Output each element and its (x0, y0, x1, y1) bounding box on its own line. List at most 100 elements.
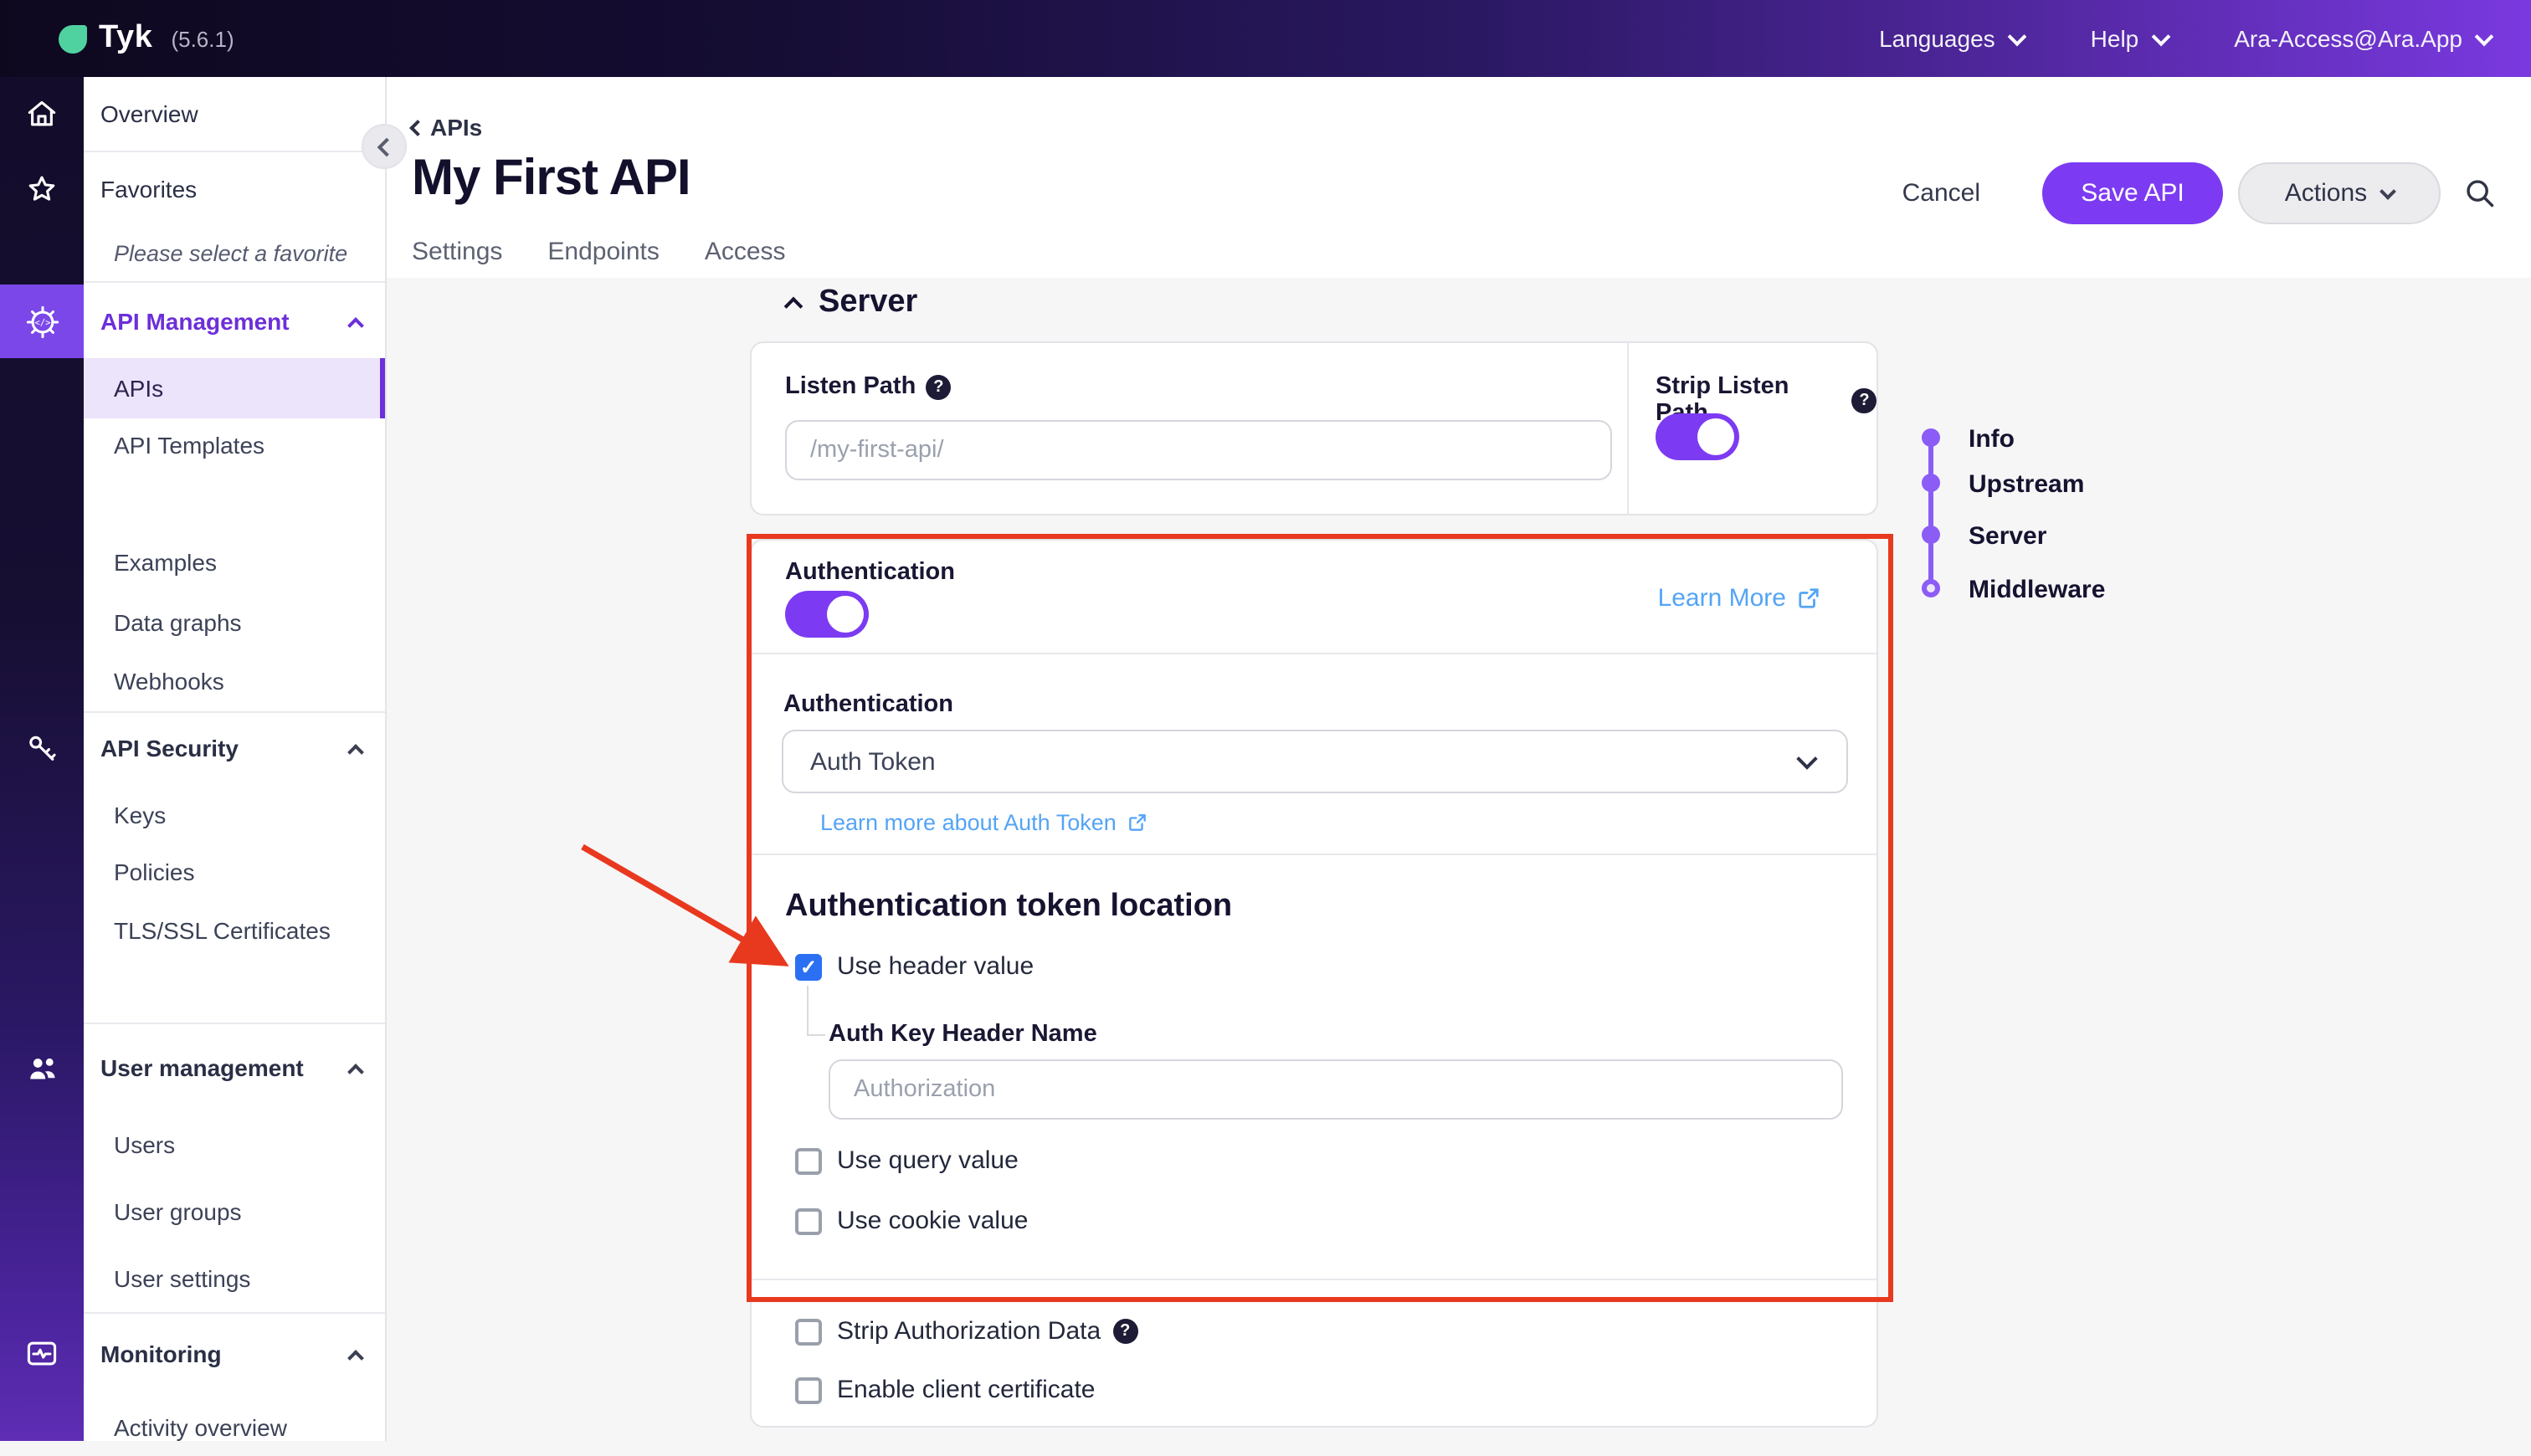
sidebar-item-keys[interactable]: Keys (84, 787, 385, 843)
section-stepper: Info Upstream Server Middleware (1922, 425, 2190, 609)
divider (84, 711, 385, 713)
brand[interactable]: Tyk (5.6.1) (0, 20, 234, 57)
sidebar-item-label: Policies (114, 859, 195, 885)
chevron-down-icon (2150, 26, 2170, 46)
authentication-toggle[interactable] (785, 591, 869, 638)
use-query-value-row[interactable]: Use query value (795, 1146, 1019, 1175)
sidebar-group-monitoring[interactable]: Monitoring (84, 1325, 385, 1382)
enable-client-certificate-checkbox[interactable] (795, 1377, 822, 1403)
languages-menu-label: Languages (1879, 25, 1995, 52)
page-header: APIs My First API Settings Endpoints Acc… (385, 77, 2531, 279)
tab-endpoints[interactable]: Endpoints (547, 238, 660, 266)
stepper-item-server[interactable]: Server (1969, 522, 2047, 551)
top-menus: Languages Help Ara-Access@Ara.App (1879, 25, 2531, 52)
actions-button[interactable]: Actions (2238, 162, 2441, 224)
api-gear-icon: </> (25, 305, 59, 338)
main-content: APIs My First API Settings Endpoints Acc… (385, 77, 2531, 1441)
sidebar-group-api-security[interactable]: API Security (84, 720, 385, 777)
auth-key-header-name-input[interactable] (829, 1059, 1843, 1120)
sidebar-group-user-management[interactable]: User management (84, 1039, 385, 1096)
sidebar-item-data-graphs[interactable]: Data graphs (84, 594, 385, 651)
strip-authorization-data-row[interactable]: Strip Authorization Data (795, 1317, 1138, 1346)
sidebar-item-examples[interactable]: Examples (84, 534, 385, 591)
help-menu[interactable]: Help (2091, 25, 2170, 52)
stepper-line (1928, 437, 1933, 592)
chevron-up-icon (347, 743, 364, 760)
sidebar-item-favorites[interactable]: Favorites (84, 161, 385, 218)
stepper-item-middleware[interactable]: Middleware (1969, 576, 2106, 604)
tab-bar: Settings Endpoints Access (412, 238, 786, 266)
rail-home-button[interactable] (0, 77, 84, 151)
authentication-card: Authentication Learn More Authentication… (750, 539, 1878, 1428)
sidebar-group-api-management[interactable]: API Management (84, 293, 385, 350)
brand-name: Tyk (99, 20, 153, 55)
section-title: Server (819, 285, 918, 320)
sidebar-item-user-settings[interactable]: User settings (84, 1250, 385, 1307)
use-query-value-checkbox[interactable] (795, 1147, 822, 1174)
chevron-down-icon (1796, 748, 1818, 770)
collapse-section-icon[interactable] (783, 296, 803, 316)
sidebar-item-users[interactable]: Users (84, 1116, 385, 1173)
stepper-dot-middleware (1922, 579, 1940, 597)
rail-api-security-button[interactable] (0, 711, 84, 785)
chevron-down-icon (2380, 182, 2397, 199)
sidebar-item-policies[interactable]: Policies (84, 843, 385, 900)
use-cookie-value-checkbox[interactable] (795, 1207, 822, 1234)
help-icon[interactable] (1851, 387, 1876, 413)
icon-rail: </> (0, 77, 84, 1441)
sidebar-item-overview[interactable]: Overview (84, 85, 385, 142)
checkbox-label: Enable client certificate (837, 1376, 1096, 1404)
enable-client-certificate-row[interactable]: Enable client certificate (795, 1376, 1096, 1404)
page-title: My First API (412, 151, 691, 206)
stepper-dot-info (1922, 428, 1940, 447)
help-icon[interactable] (1112, 1319, 1138, 1344)
use-header-value-row[interactable]: Use header value (795, 952, 1034, 981)
stepper-item-info[interactable]: Info (1969, 425, 2015, 454)
sidebar-item-label: Favorites (100, 176, 198, 203)
rail-api-management-button[interactable]: </> (0, 285, 84, 358)
tab-access[interactable]: Access (704, 238, 786, 266)
divider (84, 1312, 385, 1314)
activity-monitor-icon (27, 1341, 57, 1366)
save-api-button[interactable]: Save API (2042, 162, 2223, 224)
listen-path-input[interactable] (785, 420, 1612, 480)
use-header-value-checkbox[interactable] (795, 953, 822, 980)
toggle-knob (1697, 418, 1734, 455)
sidebar-group-label: API Security (100, 735, 239, 761)
chevron-left-icon (377, 136, 397, 156)
authentication-select-label: Authentication (783, 691, 953, 718)
strip-authorization-data-checkbox[interactable] (795, 1318, 822, 1345)
sidebar-item-label: Activity overview (114, 1414, 287, 1441)
rail-favorites-button[interactable] (0, 152, 84, 226)
divider (84, 281, 385, 283)
help-icon[interactable] (926, 374, 952, 399)
search-button[interactable] (2462, 176, 2498, 211)
auth-token-help-link[interactable]: Learn more about Auth Token (820, 810, 1147, 835)
cancel-button[interactable]: Cancel (1892, 177, 1990, 209)
tab-settings[interactable]: Settings (412, 238, 503, 266)
sidebar-item-label: Keys (114, 802, 167, 828)
sidebar-collapse-button[interactable] (362, 124, 407, 169)
sidebar-item-tls-ssl-certificates[interactable]: TLS/SSL Certificates (84, 902, 385, 959)
learn-more-link[interactable]: Learn More (1658, 584, 1820, 613)
page-body: Server Listen Path Strip Listen Path (385, 278, 2531, 1441)
rail-monitoring-button[interactable] (0, 1317, 84, 1391)
account-menu[interactable]: Ara-Access@Ara.App (2234, 25, 2494, 52)
sidebar-item-label: TLS/SSL Certificates (114, 917, 331, 944)
actions-button-label: Actions (2284, 179, 2368, 208)
sidebar-item-activity-overview[interactable]: Activity overview (84, 1399, 385, 1456)
sidebar-item-label: Users (114, 1131, 176, 1158)
authentication-toggle-label: Authentication (785, 559, 955, 586)
strip-listen-path-toggle[interactable] (1656, 413, 1739, 460)
connector-line (807, 986, 825, 1036)
use-cookie-value-row[interactable]: Use cookie value (795, 1207, 1028, 1235)
sidebar-item-webhooks[interactable]: Webhooks (84, 653, 385, 710)
languages-menu[interactable]: Languages (1879, 25, 2026, 52)
rail-user-management-button[interactable] (0, 1031, 84, 1105)
authentication-type-select[interactable]: Auth Token (782, 730, 1848, 793)
stepper-item-upstream[interactable]: Upstream (1969, 470, 2085, 499)
sidebar-item-user-groups[interactable]: User groups (84, 1183, 385, 1240)
sidebar-item-apis[interactable]: APIs (84, 358, 385, 418)
sidebar-item-api-templates[interactable]: API Templates (84, 417, 385, 474)
breadcrumb[interactable]: APIs (409, 114, 482, 141)
